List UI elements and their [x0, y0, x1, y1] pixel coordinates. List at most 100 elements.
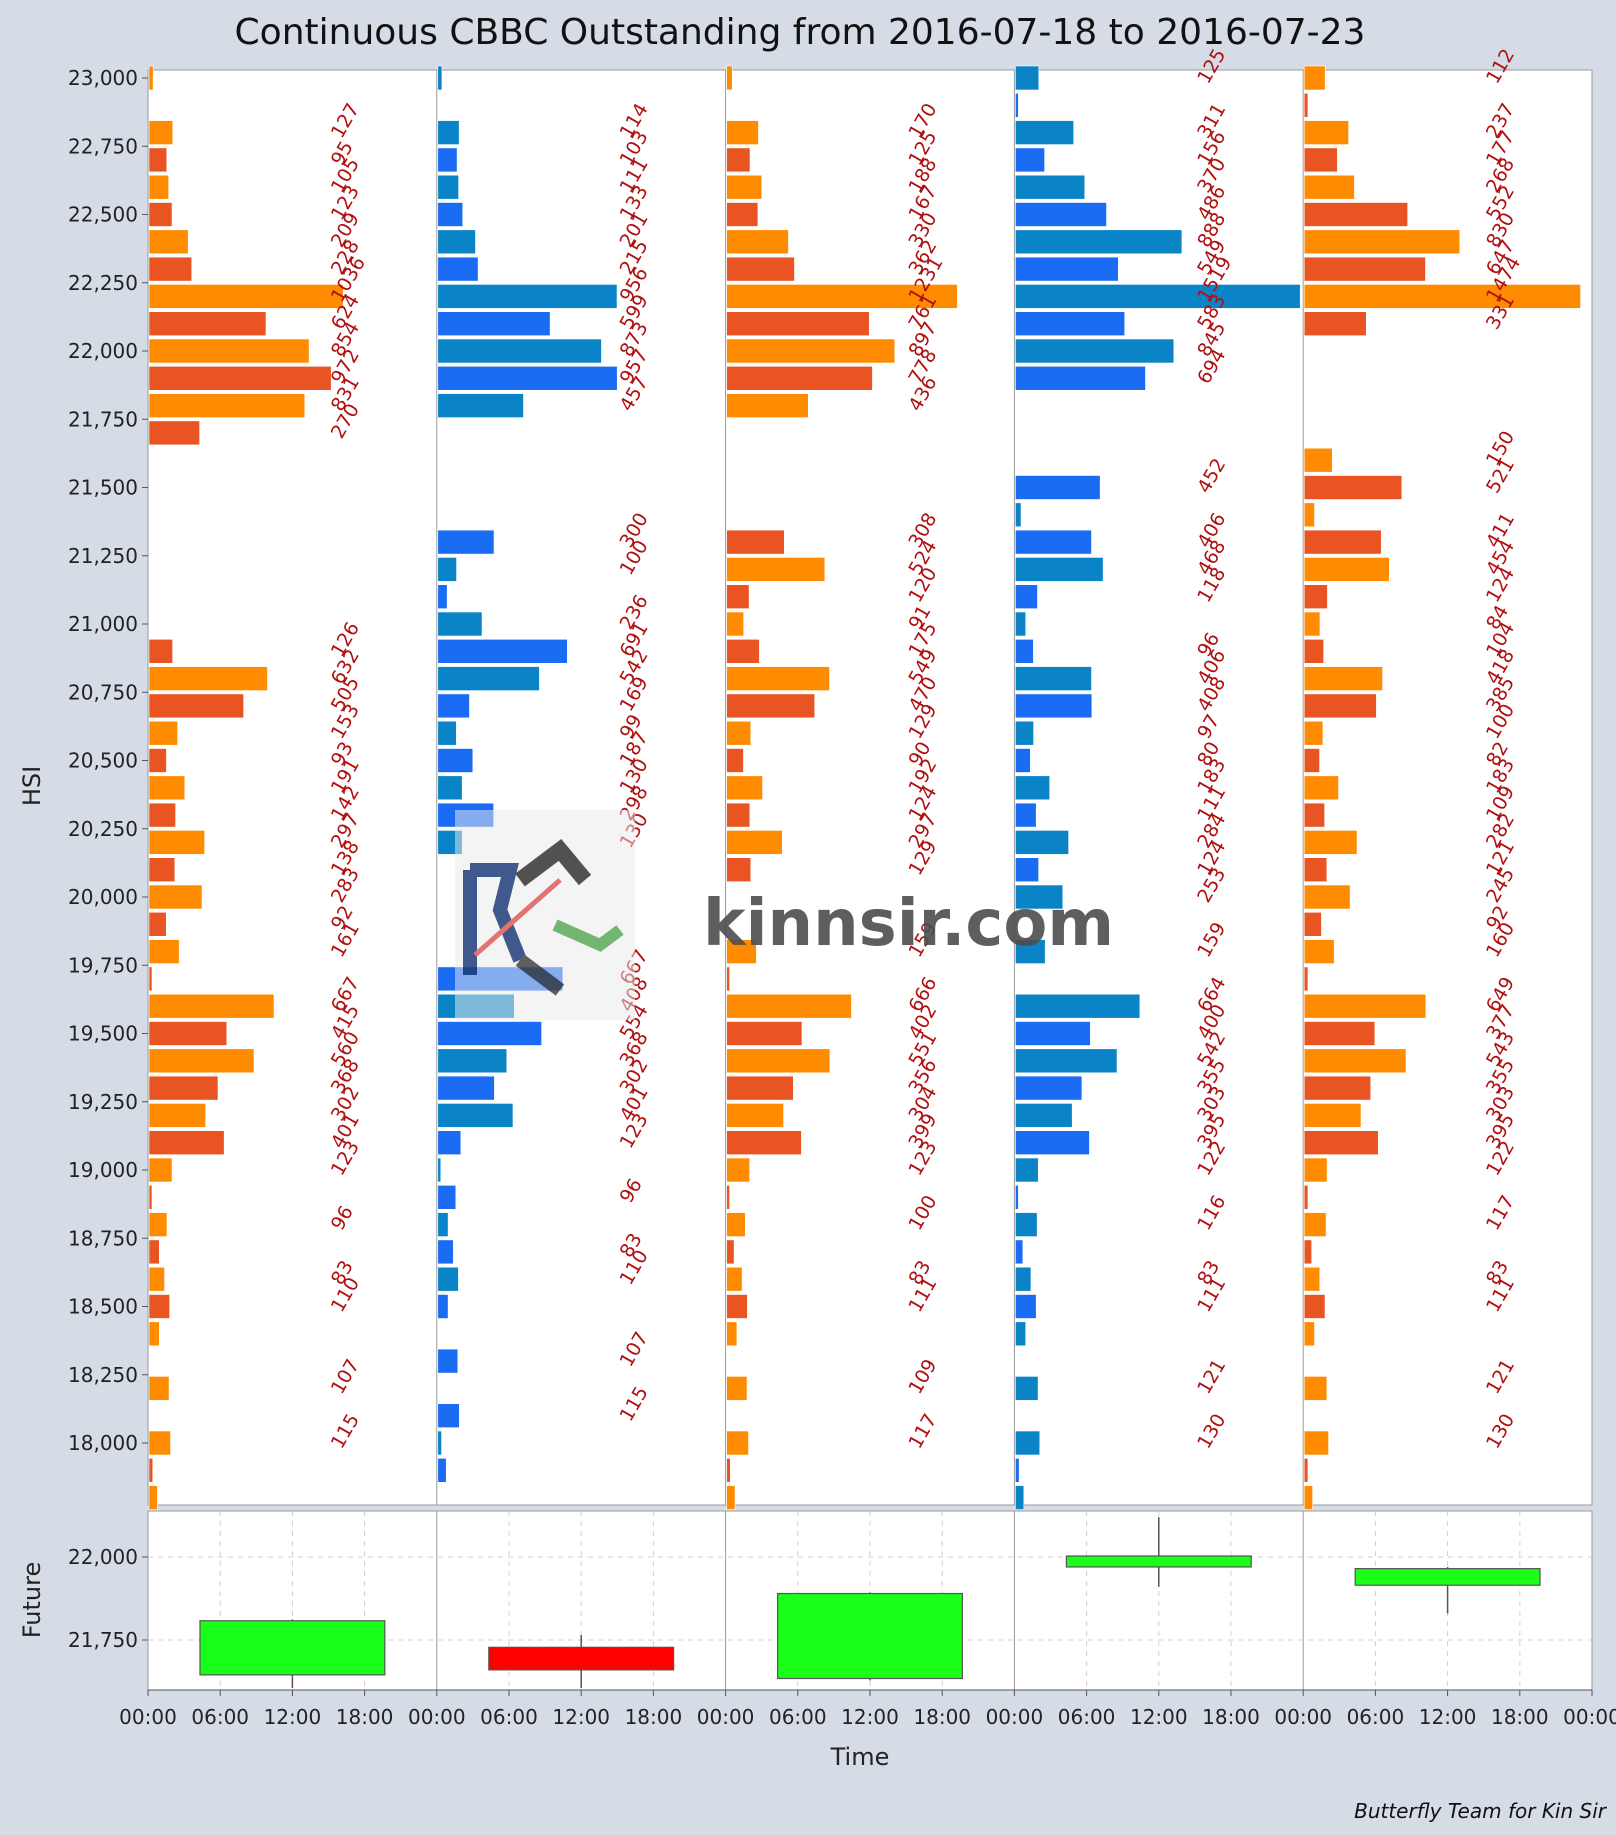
outstanding-bar: [1015, 857, 1039, 883]
time-tick-label: 18:00: [336, 1705, 394, 1729]
outstanding-bar: [437, 1021, 542, 1046]
credit-text: Butterfly Team for Kin Sir: [1354, 1799, 1608, 1823]
outstanding-bar: [1015, 1376, 1039, 1401]
outstanding-bar: [1303, 311, 1367, 337]
outstanding-bar: [1015, 229, 1183, 255]
outstanding-bar: [148, 1157, 173, 1183]
outstanding-bar: [437, 584, 448, 610]
outstanding-bar: [1303, 229, 1461, 255]
outstanding-bar: [1303, 911, 1322, 937]
outstanding-bar: [1303, 693, 1377, 719]
outstanding-bar: [1015, 1075, 1083, 1101]
hsi-axis-label: HSI: [18, 766, 46, 806]
outstanding-bar: [437, 1212, 449, 1237]
outstanding-bar: [726, 120, 759, 145]
outstanding-bar: [726, 611, 744, 637]
outstanding-bar: [437, 338, 602, 364]
outstanding-bar: [148, 993, 275, 1019]
outstanding-bar: [726, 748, 744, 773]
outstanding-bar: [1015, 1130, 1090, 1155]
time-tick-label: 18:00: [1202, 1705, 1260, 1729]
outstanding-bar: [726, 830, 783, 855]
outstanding-bar: [726, 1376, 748, 1401]
outstanding-bar: [148, 311, 267, 337]
outstanding-bar: [437, 256, 479, 282]
outstanding-bar: [1015, 65, 1040, 91]
outstanding-bar: [1303, 993, 1427, 1019]
hsi-tick-label: 22,000: [68, 339, 138, 363]
outstanding-bar: [437, 557, 457, 582]
outstanding-bar: [148, 748, 167, 773]
outstanding-bar: [1303, 1103, 1362, 1128]
chart-title: Continuous CBBC Outstanding from 2016-07…: [235, 12, 1366, 53]
outstanding-bar: [1015, 693, 1093, 719]
outstanding-bar: [437, 1185, 457, 1210]
outstanding-bar: [1303, 202, 1408, 227]
outstanding-bar: [726, 529, 785, 555]
outstanding-bar: [1015, 1239, 1024, 1265]
outstanding-bar: [1303, 529, 1382, 555]
outstanding-bar: [148, 720, 178, 746]
hsi-tick-label: 18,750: [68, 1226, 138, 1250]
outstanding-bar: [1015, 174, 1086, 200]
outstanding-bar: [148, 966, 153, 992]
outstanding-bar: [1015, 147, 1045, 173]
outstanding-bar: [148, 1021, 228, 1046]
outstanding-bar: [726, 1430, 749, 1456]
outstanding-bar: [437, 1294, 449, 1319]
outstanding-bar: [1015, 1048, 1118, 1074]
outstanding-bar: [437, 1430, 442, 1456]
outstanding-bar: [1303, 1239, 1312, 1265]
hsi-axis-ticks: 18,000 18,250 18,500 18,750 19,000 19,250 19,5…: [68, 66, 148, 1455]
outstanding-bar: [1015, 1021, 1091, 1046]
outstanding-bar: [1303, 939, 1335, 964]
time-tick-label: 12:00: [264, 1705, 322, 1729]
time-tick-label: 18:00: [625, 1705, 683, 1729]
outstanding-bar: [726, 802, 751, 828]
outstanding-bar: [726, 1294, 748, 1319]
outstanding-bar: [1303, 1458, 1309, 1483]
outstanding-bar: [1303, 475, 1403, 500]
outstanding-bar: [1303, 557, 1390, 582]
outstanding-bar: [148, 1075, 219, 1101]
time-tick-label: 06:00: [191, 1705, 249, 1729]
outstanding-bar: [437, 1348, 459, 1374]
outstanding-bar: [148, 1266, 165, 1292]
outstanding-bar: [1015, 311, 1126, 337]
outstanding-bar: [1015, 120, 1075, 145]
candle-body: [199, 1620, 386, 1676]
outstanding-bar: [437, 1266, 459, 1292]
outstanding-bar: [726, 775, 763, 801]
outstanding-bar: [148, 693, 244, 719]
time-tick-label: 00:00: [697, 1705, 755, 1729]
outstanding-bar: [437, 120, 460, 145]
outstanding-bar: [1015, 338, 1175, 364]
outstanding-bar: [1015, 256, 1119, 282]
outstanding-bar: [148, 884, 203, 910]
outstanding-bar: [1015, 939, 1046, 964]
candle-body: [1065, 1555, 1252, 1568]
outstanding-bar: [726, 993, 852, 1019]
outstanding-bar: [726, 202, 759, 227]
outstanding-bar: [726, 174, 763, 200]
outstanding-bar: [148, 229, 189, 255]
outstanding-bar: [1303, 1130, 1379, 1155]
outstanding-bar: [1015, 1185, 1019, 1210]
outstanding-bar: [1015, 775, 1051, 801]
outstanding-bar: [437, 638, 568, 664]
outstanding-bar: [1303, 884, 1351, 910]
outstanding-bar: [1015, 638, 1034, 664]
outstanding-bar: [726, 966, 730, 992]
hsi-tick-label: 20,500: [68, 749, 138, 773]
outstanding-bar: [148, 393, 306, 418]
outstanding-bar: [148, 1103, 206, 1128]
outstanding-bar: [1303, 1157, 1328, 1183]
time-tick-label: 00:00: [119, 1705, 177, 1729]
time-tick-label: 06:00: [1058, 1705, 1116, 1729]
time-tick-label: 12:00: [841, 1705, 899, 1729]
hsi-tick-label: 22,250: [68, 271, 138, 295]
outstanding-bar: [1303, 1185, 1309, 1210]
outstanding-bar: [726, 1048, 831, 1074]
outstanding-bar: [148, 1239, 160, 1265]
